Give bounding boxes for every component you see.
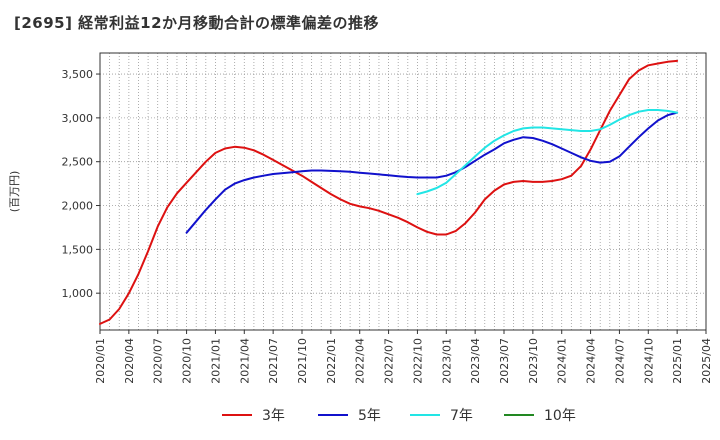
series-line-1 — [185, 111, 679, 234]
x-tick-label: 2021/01 — [209, 338, 222, 384]
x-tick-label: 2024/10 — [642, 338, 655, 384]
chart-title: [2695] 経常利益12か月移動合計の標準偏差の推移 — [14, 14, 380, 32]
y-axis: 1,000 1,500 2,000 2,500 3,000 3,500 — [62, 68, 100, 300]
legend-label-2: 7年 — [450, 408, 473, 424]
legend-label-1: 5年 — [358, 408, 381, 424]
legend-label-0: 3年 — [262, 408, 285, 424]
x-tick-label: 2024/07 — [613, 338, 626, 384]
series-line-2 — [416, 109, 679, 196]
legend: 3年 5年 7年 10年 — [222, 408, 576, 424]
x-tick-label: 2025/01 — [671, 338, 684, 384]
x-tick-label: 2020/10 — [181, 338, 194, 384]
x-tick-label: 2022/01 — [325, 338, 338, 384]
x-tick-label: 2024/04 — [585, 338, 598, 384]
x-tick-label: 2020/01 — [94, 338, 107, 384]
x-axis: 2020/01 2020/04 2020/07 2020/10 2021/01 2021/… — [94, 330, 713, 384]
x-tick-label: 2021/07 — [267, 338, 280, 384]
y-tick-label: 2,000 — [62, 200, 94, 213]
y-tick-label: 1,500 — [62, 243, 94, 256]
legend-label-3: 10年 — [544, 408, 576, 424]
x-tick-label: 2023/07 — [498, 338, 511, 384]
x-tick-label: 2023/10 — [527, 338, 540, 384]
plot-frame — [99, 52, 707, 331]
y-tick-label: 2,500 — [62, 156, 94, 169]
series-lines — [99, 59, 679, 325]
x-tick-label: 2020/04 — [123, 338, 136, 384]
y-axis-label: (百万円) — [8, 171, 21, 213]
x-tick-label: 2023/04 — [469, 338, 482, 384]
x-tick-label: 2020/07 — [152, 338, 165, 384]
x-tick-label: 2024/01 — [556, 338, 569, 384]
y-tick-label: 3,000 — [62, 112, 94, 125]
grid — [100, 53, 706, 330]
x-tick-label: 2023/01 — [440, 338, 453, 384]
y-tick-label: 3,500 — [62, 68, 94, 81]
series-line-0 — [99, 59, 679, 325]
x-tick-label: 2022/04 — [354, 338, 367, 384]
x-tick-label: 2021/04 — [238, 338, 251, 384]
x-tick-label: 2025/04 — [700, 338, 713, 384]
x-tick-label: 2022/07 — [383, 338, 396, 384]
x-tick-label: 2022/10 — [411, 338, 424, 384]
y-tick-label: 1,000 — [62, 287, 94, 300]
x-tick-label: 2021/10 — [296, 338, 309, 384]
